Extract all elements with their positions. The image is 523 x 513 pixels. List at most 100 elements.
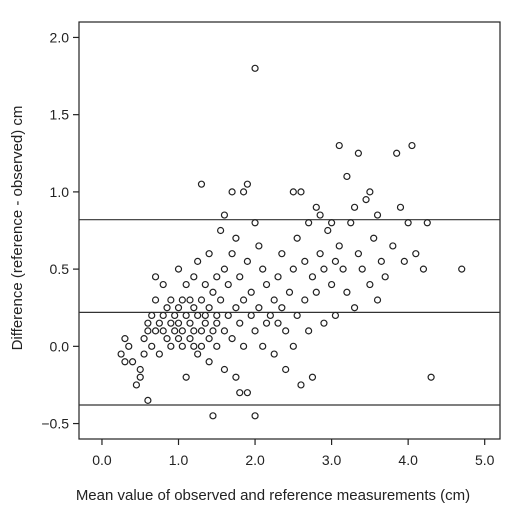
data-point — [174, 335, 183, 343]
data-point — [167, 296, 175, 304]
data-point — [201, 280, 209, 289]
data-point — [404, 219, 412, 227]
data-point — [167, 319, 175, 327]
data-point — [366, 280, 374, 289]
data-point — [251, 219, 259, 227]
data-point — [236, 389, 244, 397]
data-point — [190, 304, 198, 312]
data-point — [396, 203, 405, 211]
data-point — [251, 64, 259, 72]
data-point — [354, 149, 362, 157]
data-point — [213, 311, 221, 320]
data-point — [228, 188, 236, 196]
data-point — [255, 242, 263, 250]
y-tick-label: 1.0 — [50, 184, 70, 200]
data-point — [305, 327, 313, 335]
data-point — [155, 319, 163, 327]
data-point — [243, 180, 251, 188]
data-point — [347, 219, 355, 227]
data-point — [159, 280, 167, 289]
data-point — [121, 335, 129, 343]
data-point — [201, 311, 209, 320]
data-point — [293, 234, 301, 242]
data-point — [350, 203, 359, 211]
y-axis-title: Difference (reference - observed) cm — [9, 106, 26, 351]
data-point — [366, 188, 374, 196]
data-point — [178, 296, 186, 304]
data-point — [301, 296, 309, 304]
data-point — [282, 365, 290, 374]
data-point — [178, 342, 186, 350]
data-point — [205, 358, 213, 366]
data-point — [217, 296, 225, 304]
data-point — [186, 335, 194, 343]
data-point — [343, 288, 351, 296]
data-point — [278, 250, 286, 258]
data-point — [144, 327, 152, 335]
data-point — [194, 350, 202, 358]
data-point — [155, 350, 163, 358]
data-point — [274, 273, 282, 281]
data-point — [213, 273, 221, 281]
x-tick-label: 5.0 — [475, 452, 495, 468]
data-point — [243, 389, 251, 397]
y-tick-label: −0.5 — [41, 416, 69, 432]
data-point — [140, 350, 148, 358]
data-point — [163, 304, 171, 312]
data-point — [259, 265, 267, 273]
data-point — [163, 335, 171, 343]
data-point — [458, 265, 466, 273]
x-tick-label: 3.0 — [322, 452, 342, 468]
data-point — [178, 327, 186, 335]
data-point — [320, 265, 328, 273]
data-point — [239, 296, 248, 304]
data-point — [151, 296, 160, 304]
data-point — [316, 211, 324, 219]
data-point — [293, 311, 301, 320]
data-points — [117, 64, 466, 420]
x-axis: 0.0 1.0 2.0 3.0 4.0 5.0 — [92, 439, 495, 468]
data-point — [148, 342, 156, 350]
y-tick-label: 1.5 — [50, 107, 70, 123]
data-point — [224, 311, 232, 320]
data-point — [232, 234, 240, 242]
data-point — [205, 335, 213, 343]
data-point — [171, 327, 179, 335]
data-point — [197, 180, 206, 188]
data-point — [312, 203, 320, 211]
data-point — [262, 319, 271, 327]
data-point — [335, 242, 343, 250]
y-axis: −0.5 0.0 0.5 1.0 1.5 2.0 — [41, 29, 79, 432]
data-point — [159, 327, 167, 335]
x-tick-label: 2.0 — [245, 452, 265, 468]
data-point — [270, 296, 278, 304]
data-point — [213, 342, 221, 350]
data-point — [408, 141, 416, 150]
data-point — [239, 342, 248, 350]
data-point — [209, 288, 217, 296]
data-point — [251, 412, 259, 420]
data-point — [305, 219, 313, 227]
data-point — [247, 288, 255, 296]
data-point — [128, 358, 137, 366]
data-point — [167, 342, 175, 350]
data-point — [182, 280, 190, 289]
data-point — [362, 196, 370, 204]
data-point — [427, 373, 435, 381]
data-point — [228, 250, 236, 258]
data-point — [209, 412, 217, 420]
data-point — [220, 211, 229, 219]
data-point — [312, 288, 320, 296]
data-point — [220, 327, 229, 335]
x-tick-label: 0.0 — [92, 452, 112, 468]
data-point — [201, 319, 209, 327]
data-point — [316, 250, 324, 258]
data-point — [331, 311, 340, 320]
data-point — [236, 319, 244, 327]
data-point — [174, 319, 183, 327]
data-point — [354, 250, 362, 258]
data-point — [125, 342, 133, 350]
data-point — [205, 304, 213, 312]
data-point — [197, 327, 206, 335]
data-point — [174, 304, 183, 312]
